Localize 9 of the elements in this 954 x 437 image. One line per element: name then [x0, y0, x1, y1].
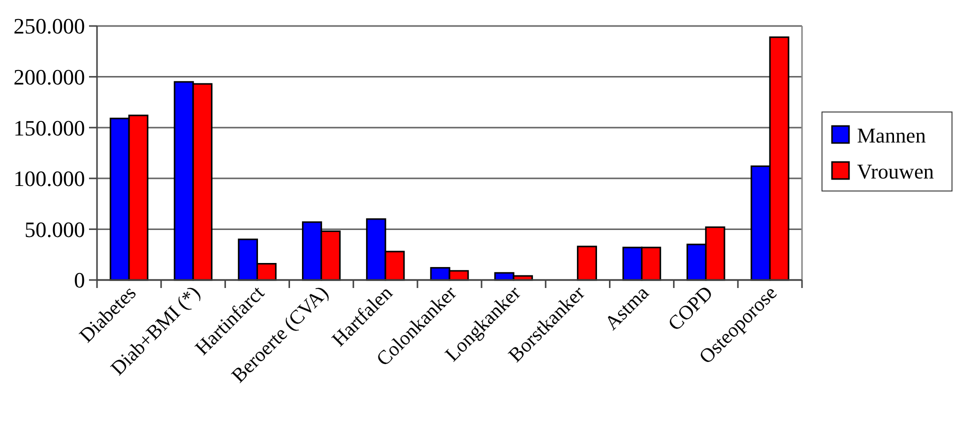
y-tick-label: 200.000: [14, 64, 85, 90]
legend-label: Vrouwen: [857, 159, 934, 184]
y-tick-label: 100.000: [14, 166, 85, 192]
legend-label: Mannen: [857, 123, 926, 148]
y-tick-label: 0: [74, 268, 85, 293]
y-tick-label: 150.000: [14, 115, 85, 140]
bar: [576, 246, 598, 281]
y-tick-label: 50.000: [24, 216, 85, 242]
y-tick-label: 250.000: [14, 14, 85, 39]
